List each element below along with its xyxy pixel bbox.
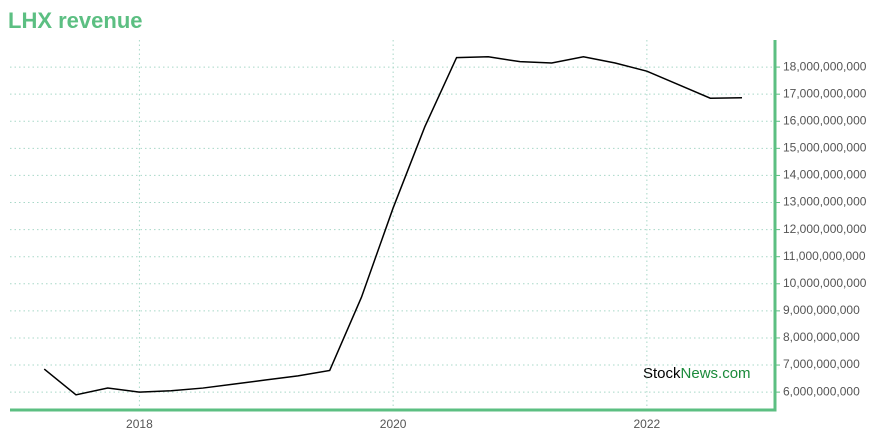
y-tick-label: 15,000,000,000 — [783, 141, 867, 155]
watermark-part1: Stock — [643, 365, 681, 382]
y-tick-label: 11,000,000,000 — [783, 249, 866, 263]
y-tick-label: 10,000,000,000 — [783, 276, 867, 290]
y-tick-label: 9,000,000,000 — [783, 303, 860, 317]
watermark-part2: News.com — [681, 365, 751, 382]
y-tick-label: 7,000,000,000 — [783, 357, 860, 371]
y-tick-label: 13,000,000,000 — [783, 195, 867, 209]
y-tick-label: 17,000,000,000 — [783, 86, 867, 100]
watermark: StockNews.com — [643, 365, 751, 382]
y-tick-label: 12,000,000,000 — [783, 222, 867, 236]
x-tick-label: 2018 — [126, 417, 153, 431]
revenue-line — [43, 56, 743, 396]
chart-title: LHX revenue — [8, 8, 143, 33]
x-tick-label: 2022 — [634, 417, 661, 431]
y-tick-label: 16,000,000,000 — [783, 113, 867, 127]
y-tick-label: 14,000,000,000 — [783, 168, 867, 182]
y-tick-label: 18,000,000,000 — [783, 59, 867, 73]
y-tick-label: 8,000,000,000 — [783, 330, 860, 344]
y-tick-label: 6,000,000,000 — [783, 384, 860, 398]
x-tick-label: 2020 — [380, 417, 407, 431]
